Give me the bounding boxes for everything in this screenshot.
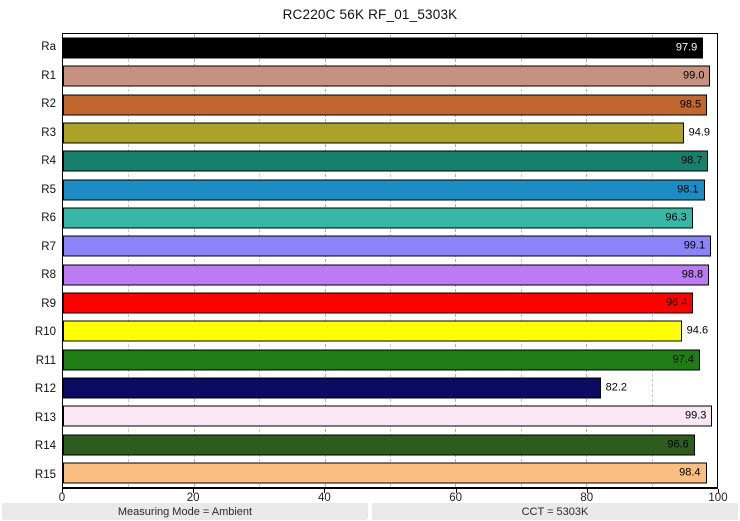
bar-value-ra: 97.9 <box>675 41 698 54</box>
y-label-r14: R14 <box>34 440 56 453</box>
bar-series: 97.9 99.0 98.5 94.9 98.7 98.1 96.3 99.1 98.8 96.4… <box>63 34 717 487</box>
gridline-60 <box>455 34 457 487</box>
x-tick-label-100: 100 <box>708 492 728 504</box>
y-label-r12: R12 <box>34 383 56 396</box>
bar-value-r13: 99.3 <box>685 409 707 422</box>
y-label-r15: R15 <box>34 468 56 481</box>
bar-value-r7: 99.1 <box>683 239 706 252</box>
bar-r7 <box>63 235 712 257</box>
bar-value-r14: 96.6 <box>667 438 689 451</box>
y-label-r8: R8 <box>41 269 56 282</box>
bar-value-r1: 99.0 <box>683 69 705 82</box>
x-tick-mark-40 <box>324 489 326 493</box>
x-tick-mark-60 <box>455 489 457 493</box>
bar-r10 <box>63 320 682 342</box>
bar-row-r1: 99.0 <box>63 62 717 90</box>
y-label-r4: R4 <box>41 155 56 168</box>
bar-r4 <box>63 150 709 172</box>
x-tick-mark-20 <box>193 489 195 493</box>
bar-ra <box>63 37 704 59</box>
y-label-r9: R9 <box>41 297 56 310</box>
y-label-r11: R11 <box>35 354 56 367</box>
plot-area: 97.9 99.0 98.5 94.9 98.7 98.1 96.3 99.1 98.8 96.4… <box>62 33 718 489</box>
bar-value-r9: 96.4 <box>666 296 688 309</box>
gridline-40 <box>324 34 326 487</box>
y-label-r10: R10 <box>34 326 56 339</box>
gridline-20 <box>193 34 195 487</box>
bar-value-r15: 98.4 <box>679 466 701 479</box>
bar-value-r8: 98.8 <box>681 268 704 281</box>
bar-row-r8: 98.8 <box>63 261 717 289</box>
bar-row-r5: 98.1 <box>63 176 717 204</box>
bar-r2 <box>63 94 708 116</box>
y-label-ra: Ra <box>41 41 56 54</box>
bar-r8 <box>63 264 710 286</box>
x-tick-label-0: 0 <box>58 492 66 504</box>
bar-r9 <box>63 292 694 314</box>
bar-row-r13: 99.3 <box>63 402 717 430</box>
bar-value-r4: 98.7 <box>681 154 703 167</box>
gridline-90 <box>651 34 653 487</box>
bar-value-r2: 98.5 <box>679 98 702 111</box>
status-measuring-mode: Measuring Mode = Ambient <box>2 503 368 520</box>
bar-row-ra: 97.9 <box>63 34 717 62</box>
bar-r13 <box>63 405 713 427</box>
bar-r6 <box>63 207 693 229</box>
x-tick-label-40: 40 <box>317 492 331 504</box>
bar-row-r10: 94.6 <box>63 317 717 345</box>
bar-row-r15: 98.4 <box>63 459 717 487</box>
bar-row-r14: 96.6 <box>63 430 717 458</box>
x-tick-label-20: 20 <box>186 492 200 504</box>
bar-r1 <box>63 65 711 87</box>
bar-value-r5: 98.1 <box>677 183 699 196</box>
gridline-70 <box>520 34 522 487</box>
bar-row-r7: 99.1 <box>63 232 717 260</box>
y-label-r6: R6 <box>41 212 56 225</box>
x-tick-mark-100 <box>718 489 719 493</box>
bar-value-r6: 96.3 <box>665 211 687 224</box>
bar-r5 <box>63 179 705 201</box>
bar-r12 <box>63 377 601 399</box>
gridline-50 <box>390 34 391 487</box>
y-label-r2: R2 <box>41 98 56 111</box>
bar-r3 <box>63 122 684 144</box>
x-tick-mark-80 <box>586 489 588 493</box>
y-label-r1: R1 <box>41 69 56 82</box>
y-label-r3: R3 <box>41 126 56 139</box>
bar-row-r6: 96.3 <box>63 204 717 232</box>
bar-row-r9: 96.4 <box>63 289 717 317</box>
y-label-r5: R5 <box>41 183 56 196</box>
bar-r11 <box>63 349 700 371</box>
y-label-r7: R7 <box>41 240 56 253</box>
status-cct: CCT = 5303K <box>372 503 738 520</box>
bar-value-r11: 97.4 <box>672 353 694 366</box>
bar-r14 <box>63 434 695 456</box>
chart-title: RC220C 56K RF_01_5303K <box>282 7 458 22</box>
bar-row-r2: 98.5 <box>63 91 717 119</box>
bar-row-r12: 82.2 <box>63 374 717 402</box>
gridline-80 <box>586 34 588 487</box>
bar-row-r4: 98.7 <box>63 147 717 175</box>
bar-value-r12: 82.2 <box>605 381 627 394</box>
x-tick-mark-0 <box>62 489 63 493</box>
bar-row-r3: 94.9 <box>63 119 717 147</box>
bar-value-r3: 94.9 <box>688 126 711 139</box>
gridline-30 <box>259 34 261 487</box>
y-label-r13: R13 <box>34 411 56 424</box>
bar-row-r11: 97.4 <box>63 345 717 373</box>
status-bar: Measuring Mode = Ambient CCT = 5303K <box>0 503 740 521</box>
gridline-10 <box>128 34 130 487</box>
bar-value-r10: 94.6 <box>686 324 709 337</box>
x-tick-label-80: 80 <box>580 492 594 504</box>
bar-r15 <box>63 462 707 484</box>
x-tick-label-60: 60 <box>449 492 462 504</box>
